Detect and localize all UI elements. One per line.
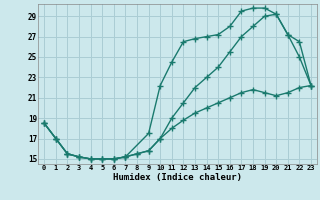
X-axis label: Humidex (Indice chaleur): Humidex (Indice chaleur) xyxy=(113,173,242,182)
